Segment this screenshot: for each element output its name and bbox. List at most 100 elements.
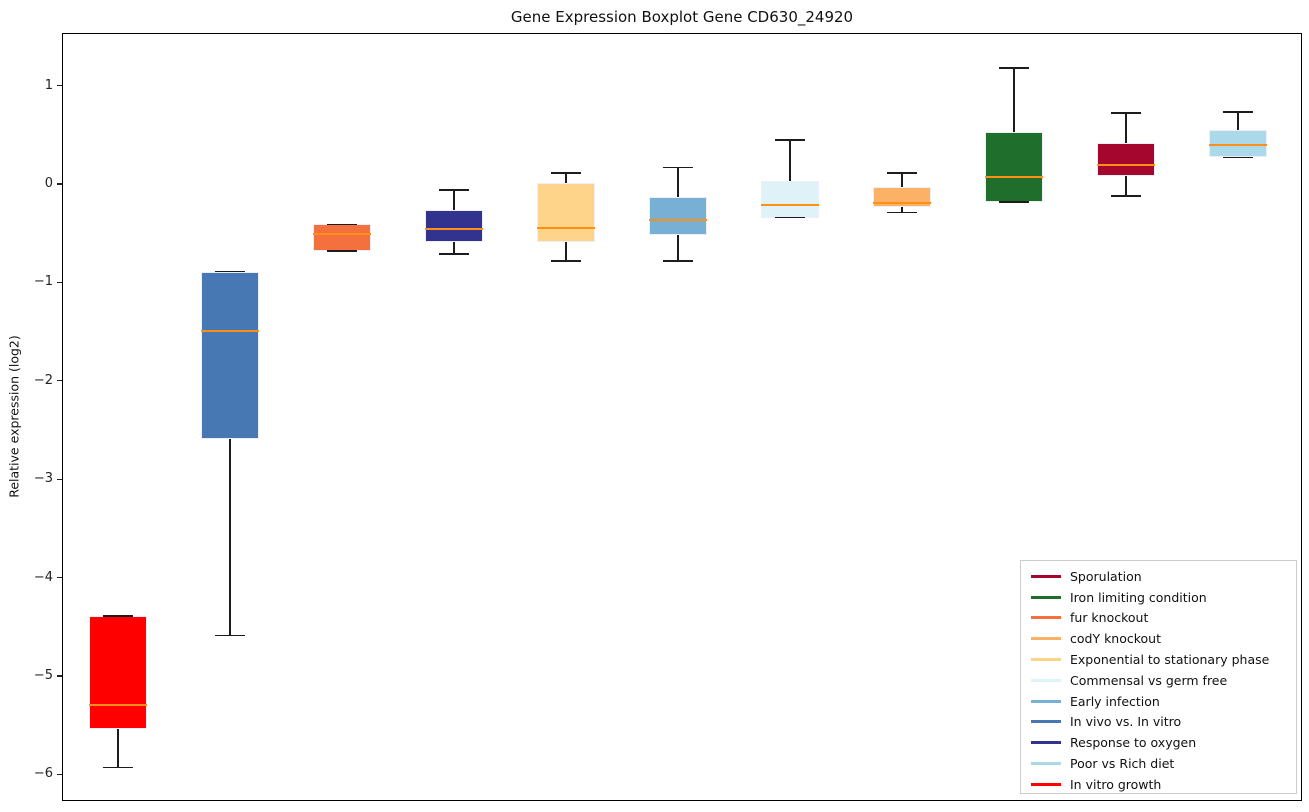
- upper-whisker: [789, 139, 791, 182]
- lower-cap: [1223, 156, 1253, 159]
- boxplot-box: [1097, 142, 1155, 177]
- upper-whisker: [677, 167, 679, 197]
- lower-cap: [775, 216, 805, 219]
- legend-swatch: [1031, 658, 1061, 662]
- lower-whisker: [453, 242, 455, 254]
- legend-item: Poor vs Rich diet: [1031, 753, 1296, 774]
- upper-whisker: [453, 189, 455, 210]
- legend-label: Commensal vs germ free: [1070, 672, 1228, 688]
- y-tick-label: 0: [44, 176, 53, 192]
- legend-label: Exponential to stationary phase: [1070, 652, 1270, 668]
- lower-whisker: [565, 242, 567, 261]
- legend-label: Sporulation: [1070, 568, 1142, 584]
- lower-cap: [1111, 195, 1141, 197]
- boxplot-box: [761, 181, 819, 218]
- lower-cap: [663, 260, 693, 262]
- lower-whisker: [1125, 176, 1127, 196]
- median-line: [89, 703, 147, 706]
- legend-item: codY knockout: [1031, 628, 1296, 649]
- lower-cap: [327, 250, 357, 252]
- legend-item: Exponential to stationary phase: [1031, 649, 1296, 670]
- upper-cap: [327, 223, 357, 226]
- legend-swatch: [1031, 595, 1061, 599]
- upper-cap: [775, 139, 805, 141]
- legend-swatch: [1031, 720, 1061, 724]
- lower-cap: [551, 260, 581, 262]
- y-tick-mark: [57, 84, 62, 87]
- legend-item: Response to oxygen: [1031, 732, 1296, 753]
- boxplot-box: [201, 271, 259, 439]
- upper-whisker: [1013, 67, 1015, 132]
- y-tick-label: −4: [33, 569, 53, 585]
- median-line: [1097, 164, 1155, 167]
- upper-cap: [1223, 111, 1253, 113]
- chart-title: Gene Expression Boxplot Gene CD630_24920: [510, 8, 854, 26]
- y-tick-label: −2: [33, 372, 53, 388]
- y-tick-label: −5: [33, 668, 53, 684]
- legend-label: In vivo vs. In vitro: [1070, 714, 1182, 730]
- y-tick-mark: [57, 183, 62, 185]
- y-tick-mark: [57, 281, 62, 284]
- y-tick-mark: [57, 773, 62, 776]
- boxplot-box: [89, 616, 147, 730]
- lower-whisker: [117, 729, 119, 768]
- median-line: [1209, 143, 1267, 146]
- upper-whisker: [901, 173, 903, 187]
- legend-swatch: [1031, 678, 1061, 682]
- legend-label: fur knockout: [1070, 610, 1149, 626]
- y-tick-mark: [57, 576, 62, 579]
- y-axis-label: Relative expression (log2): [6, 335, 22, 498]
- legend-item: Early infection: [1031, 691, 1296, 712]
- plot-area: [62, 33, 1302, 801]
- upper-cap: [551, 172, 581, 174]
- boxplot-box: [537, 183, 595, 243]
- median-line: [649, 219, 707, 222]
- y-tick-label: −3: [33, 471, 53, 487]
- boxplot-box: [425, 209, 483, 243]
- upper-cap: [215, 270, 245, 273]
- lower-cap: [439, 253, 469, 255]
- upper-cap: [1111, 112, 1141, 114]
- upper-cap: [999, 67, 1029, 69]
- median-line: [761, 203, 819, 206]
- legend-swatch: [1031, 699, 1061, 703]
- legend-label: Response to oxygen: [1070, 735, 1197, 751]
- boxplot-box: [649, 196, 707, 236]
- lower-cap: [215, 634, 245, 637]
- legend-item: fur knockout: [1031, 608, 1296, 629]
- upper-whisker: [1125, 113, 1127, 143]
- median-line: [425, 228, 483, 231]
- legend-label: Iron limiting condition: [1070, 589, 1207, 605]
- lower-whisker: [901, 206, 903, 213]
- median-line: [313, 233, 371, 236]
- upper-cap: [663, 166, 693, 169]
- y-tick-label: −1: [33, 274, 53, 290]
- upper-cap: [887, 172, 917, 174]
- lower-whisker: [229, 438, 231, 636]
- legend-item: Iron limiting condition: [1031, 587, 1296, 608]
- y-tick-mark: [57, 380, 62, 382]
- median-line: [873, 201, 931, 204]
- lower-cap: [887, 211, 917, 214]
- median-line: [537, 227, 595, 230]
- upper-whisker: [565, 173, 567, 184]
- y-tick-mark: [57, 478, 62, 480]
- lower-cap: [999, 201, 1029, 203]
- y-tick-label: 1: [44, 77, 53, 93]
- legend-label: codY knockout: [1070, 631, 1162, 647]
- upper-whisker: [1237, 112, 1239, 130]
- legend: Sporulation Iron limiting condition fur kn…: [1020, 560, 1297, 794]
- legend-swatch: [1031, 782, 1061, 786]
- upper-cap: [103, 615, 133, 617]
- boxplot-box: [313, 224, 371, 251]
- median-line: [985, 176, 1043, 179]
- legend-label: In vitro growth: [1070, 776, 1162, 792]
- upper-cap: [439, 189, 469, 191]
- legend-swatch: [1031, 616, 1061, 620]
- lower-whisker: [677, 235, 679, 261]
- legend-swatch: [1031, 574, 1061, 578]
- legend-item: In vivo vs. In vitro: [1031, 712, 1296, 733]
- legend-swatch: [1031, 762, 1061, 766]
- legend-label: Early infection: [1070, 693, 1160, 709]
